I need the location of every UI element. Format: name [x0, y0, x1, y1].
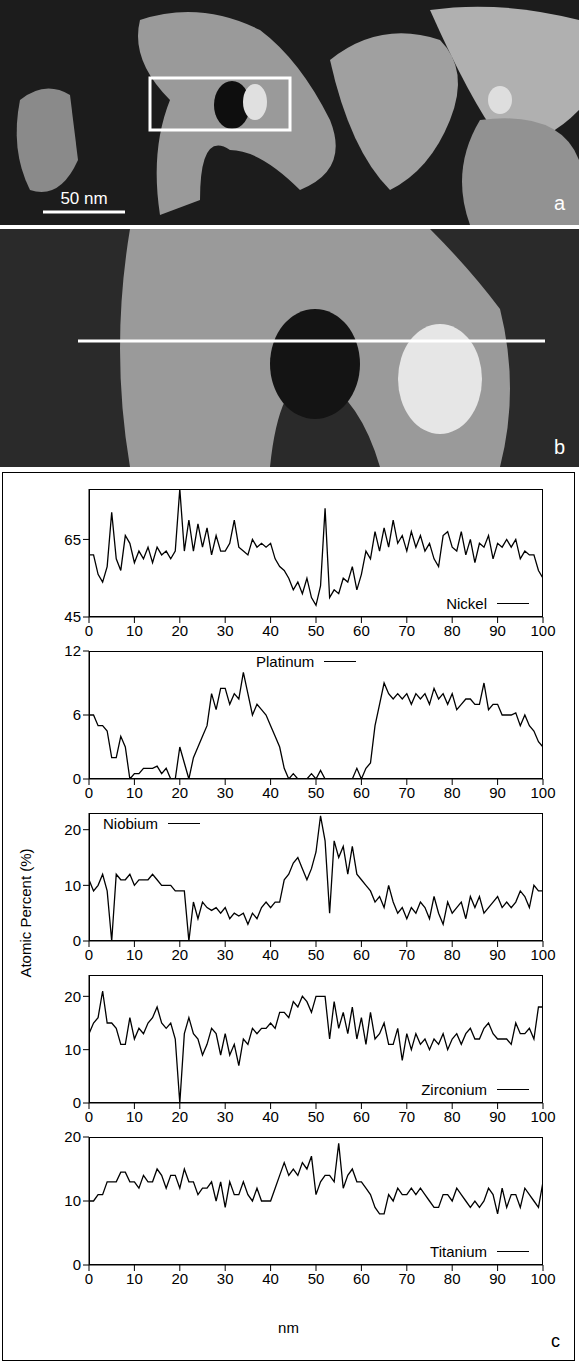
svg-text:80: 80 [444, 1270, 461, 1287]
svg-text:90: 90 [489, 1270, 506, 1287]
svg-text:10: 10 [126, 1270, 143, 1287]
svg-text:0: 0 [73, 770, 81, 787]
svg-text:30: 30 [217, 622, 234, 639]
svg-text:10: 10 [126, 946, 143, 963]
svg-text:100: 100 [530, 1270, 555, 1287]
svg-text:20: 20 [171, 784, 188, 801]
svg-text:80: 80 [444, 1108, 461, 1125]
svg-text:20: 20 [171, 1108, 188, 1125]
svg-text:60: 60 [353, 622, 370, 639]
svg-text:50: 50 [308, 1270, 325, 1287]
svg-text:40: 40 [262, 1270, 279, 1287]
svg-text:30: 30 [217, 1108, 234, 1125]
svg-text:20: 20 [64, 988, 81, 1005]
html-text:Zirconium: Zirconium [421, 1081, 487, 1098]
svg-text:90: 90 [489, 622, 506, 639]
svg-text:20: 20 [64, 1128, 81, 1145]
svg-text:20: 20 [171, 622, 188, 639]
svg-text:0: 0 [73, 1256, 81, 1273]
svg-text:40: 40 [262, 622, 279, 639]
svg-text:0: 0 [73, 1094, 81, 1111]
svg-text:90: 90 [489, 946, 506, 963]
svg-text:50: 50 [308, 622, 325, 639]
svg-text:10: 10 [126, 622, 143, 639]
svg-text:65: 65 [64, 531, 81, 548]
svg-text:10: 10 [126, 784, 143, 801]
svg-text:20: 20 [171, 1270, 188, 1287]
svg-text:b: b [554, 436, 565, 458]
svg-text:10: 10 [126, 1108, 143, 1125]
svg-text:40: 40 [262, 1108, 279, 1125]
svg-text:100: 100 [530, 622, 555, 639]
svg-text:50 nm: 50 nm [60, 189, 107, 208]
svg-text:50: 50 [308, 784, 325, 801]
svg-text:a: a [554, 192, 566, 214]
svg-text:90: 90 [489, 1108, 506, 1125]
svg-text:90: 90 [489, 784, 506, 801]
html-text:Niobium: Niobium [103, 815, 158, 832]
svg-text:40: 40 [262, 946, 279, 963]
svg-text:50: 50 [308, 1108, 325, 1125]
svg-text:70: 70 [398, 946, 415, 963]
svg-text:100: 100 [530, 1108, 555, 1125]
svg-text:0: 0 [85, 1108, 93, 1125]
svg-text:0: 0 [85, 946, 93, 963]
svg-text:70: 70 [398, 784, 415, 801]
svg-text:80: 80 [444, 946, 461, 963]
html-text:Nickel: Nickel [446, 595, 487, 612]
svg-text:10: 10 [64, 877, 81, 894]
svg-text:12: 12 [64, 642, 81, 659]
svg-text:70: 70 [398, 1108, 415, 1125]
svg-text:60: 60 [353, 1270, 370, 1287]
svg-text:60: 60 [353, 784, 370, 801]
svg-text:100: 100 [530, 946, 555, 963]
svg-text:6: 6 [73, 706, 81, 723]
svg-text:0: 0 [85, 622, 93, 639]
html-text:Atomic Percent (%): Atomic Percent (%) [16, 848, 34, 978]
svg-text:20: 20 [64, 821, 81, 838]
svg-text:40: 40 [262, 784, 279, 801]
html-text:Titanium: Titanium [430, 1243, 487, 1260]
html-text:nm: nm [278, 1319, 299, 1336]
svg-text:30: 30 [217, 784, 234, 801]
svg-text:30: 30 [217, 946, 234, 963]
svg-text:80: 80 [444, 622, 461, 639]
svg-text:20: 20 [171, 946, 188, 963]
svg-text:0: 0 [85, 784, 93, 801]
svg-text:0: 0 [73, 932, 81, 949]
svg-text:70: 70 [398, 622, 415, 639]
svg-text:10: 10 [64, 1192, 81, 1209]
svg-text:70: 70 [398, 1270, 415, 1287]
svg-text:100: 100 [530, 784, 555, 801]
html-text:c: c [551, 1331, 560, 1351]
svg-text:50: 50 [308, 946, 325, 963]
svg-text:80: 80 [444, 784, 461, 801]
svg-text:10: 10 [64, 1041, 81, 1058]
svg-text:60: 60 [353, 1108, 370, 1125]
html-text:Platinum: Platinum [256, 653, 315, 670]
svg-text:60: 60 [353, 946, 370, 963]
svg-text:0: 0 [85, 1270, 93, 1287]
svg-text:30: 30 [217, 1270, 234, 1287]
svg-text:45: 45 [64, 608, 81, 625]
